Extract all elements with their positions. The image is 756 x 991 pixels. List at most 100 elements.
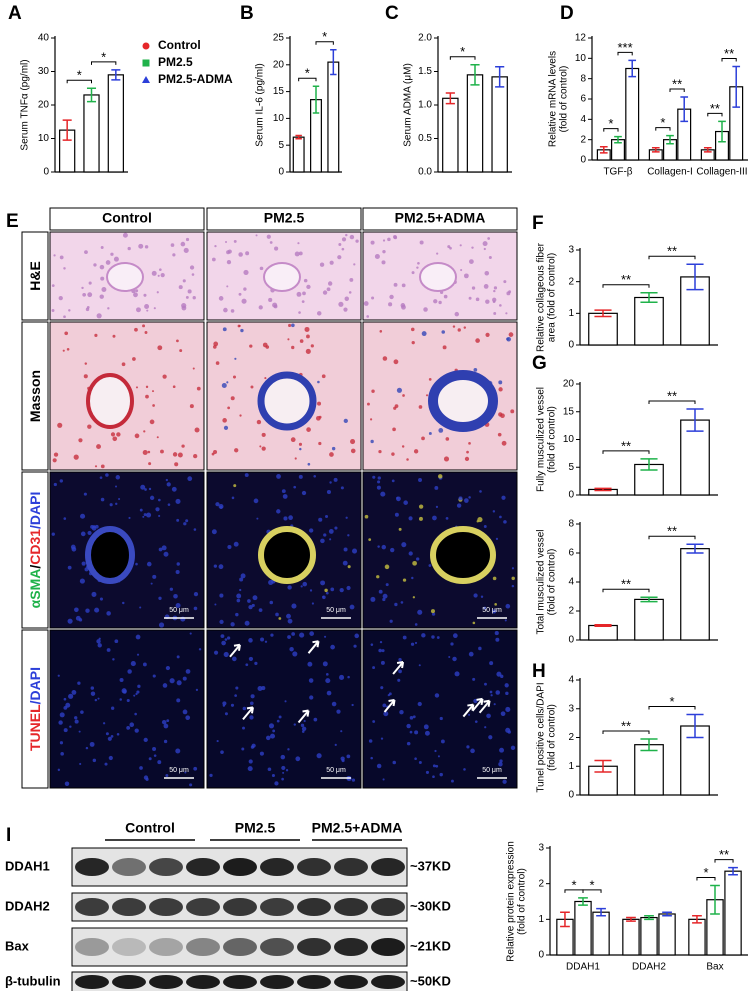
tissue-texture [230,396,235,401]
x-tick-label: DDAH2 [632,962,666,973]
tissue-texture [505,706,511,712]
tissue-texture [209,773,213,777]
tissue-texture [239,577,244,582]
tissue-texture [423,307,428,312]
tissue-texture [347,534,350,537]
y-tick-label: 0 [568,340,574,351]
tissue-texture [324,635,327,638]
row-label: TUNEL/DAPI [27,667,43,751]
bar [107,74,124,173]
tissue-texture [320,580,326,586]
tissue-texture [84,362,88,365]
tissue-texture [282,494,288,499]
tissue-texture [333,477,338,482]
lane-group-label: Control [125,820,175,836]
tissue-texture [107,307,110,310]
blot-band [297,975,331,989]
tissue-texture [424,730,430,736]
bar [625,67,640,161]
tissue-texture [392,427,396,432]
significance-bracket [602,284,650,288]
tissue-texture [211,257,216,262]
y-tick-label: 15 [273,86,285,97]
tissue-texture [90,524,94,529]
significance-bracket [707,112,723,117]
error-bar [594,624,612,627]
tissue-texture [494,631,499,636]
tissue-texture [374,253,380,259]
tissue-texture [287,635,291,639]
tissue-texture [378,648,382,653]
y-tick-label: 0 [568,490,574,501]
row-label-part: /DAPI [27,667,43,704]
tissue-texture [394,602,398,607]
blot-band [75,898,109,916]
panel-letter: D [560,3,574,24]
row-label: H&E [27,261,43,291]
tissue-texture [510,745,516,751]
tissue-texture [281,777,284,781]
tissue-texture [169,587,174,591]
blot-band [112,938,146,956]
significance-bracket [617,51,633,56]
tissue-texture [500,674,504,679]
tissue-texture [473,698,478,704]
tissue-texture [323,533,327,537]
airway [85,526,135,584]
tissue-texture [330,644,335,650]
tissue-texture [93,263,97,267]
tissue-texture [51,284,55,287]
tissue-texture [130,661,136,667]
tissue-texture [471,246,474,249]
tissue-texture [452,656,457,662]
tissue-texture [364,514,369,519]
tissue-texture [291,603,297,609]
tissue-texture [157,760,162,765]
tissue-texture [316,311,322,316]
error-bar [445,92,455,105]
tissue-texture [369,418,373,421]
tissue-texture [231,656,237,662]
tissue-texture [298,474,303,479]
tissue-texture [301,300,305,304]
tissue-texture [466,745,470,749]
y-tick-label: 6 [568,548,574,559]
tissue-texture [401,304,406,310]
tissue-texture [305,348,311,354]
tissue-texture [483,284,489,289]
tissue-texture [230,622,235,627]
tissue-texture [508,332,514,337]
tissue-texture [396,496,401,502]
tissue-texture [502,779,507,784]
tissue-texture [459,244,462,247]
error-bar [703,147,712,153]
airway [430,526,496,584]
tissue-texture [466,450,469,454]
tissue-texture [172,253,176,257]
tissue-texture [99,294,104,299]
tissue-texture [430,609,435,614]
tissue-texture [470,748,475,754]
y-tick-label: 10 [273,113,285,124]
tissue-texture [272,729,276,733]
tissue-texture [145,777,149,781]
tissue-texture [220,750,224,754]
error-bar [728,866,738,876]
tissue-texture [342,560,348,566]
tissue-texture [366,315,370,318]
tissue-texture [222,704,226,707]
tissue-texture [169,678,175,684]
tissue-texture [216,739,219,743]
size-label: ~21KD [410,938,451,953]
tissue-texture [437,755,440,758]
tissue-texture [146,512,152,518]
tissue-texture [59,712,65,718]
tissue-texture [222,418,227,423]
tissue-texture [189,404,194,409]
row-label-part: CD31 [27,529,43,565]
tissue-texture [95,524,99,529]
tissue-texture [382,597,386,602]
tissue-texture [418,761,422,764]
tissue-texture [238,324,241,327]
tissue-texture [281,489,286,494]
